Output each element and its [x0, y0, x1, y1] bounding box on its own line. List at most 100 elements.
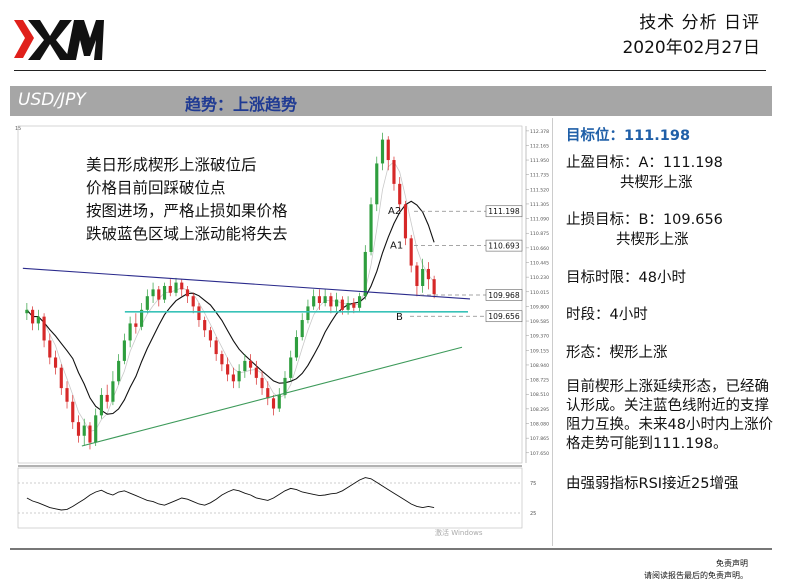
- candle: [357, 296, 362, 308]
- candle: [317, 296, 321, 304]
- y-tick-label: 109.800: [530, 304, 549, 310]
- report-title: 技术 分析 日评: [639, 13, 760, 33]
- candle: [65, 388, 69, 402]
- chart-divider: [552, 118, 553, 546]
- time-limit: 目标时限：48小时: [566, 270, 686, 286]
- candle: [432, 279, 436, 295]
- candle: [277, 394, 281, 409]
- candle: [375, 163, 379, 205]
- candle: [82, 425, 86, 436]
- candle: [323, 296, 327, 304]
- pattern: 形态：楔形上涨: [566, 345, 668, 361]
- y-tick-label: 110.015: [530, 290, 549, 296]
- chart-annotation-line: 美日形成楔形上涨破位后: [86, 156, 257, 174]
- stop-loss-note: 共楔形上涨: [616, 232, 689, 248]
- candle: [220, 354, 224, 365]
- rsi-tick-label: 75: [530, 481, 536, 487]
- candle: [266, 388, 270, 399]
- candle: [128, 323, 132, 341]
- candle: [36, 316, 40, 324]
- candle: [403, 204, 408, 239]
- candle: [191, 296, 195, 307]
- windows-watermark: 激活 Windows: [435, 528, 483, 537]
- candle: [111, 381, 115, 402]
- y-tick-label: 110.445: [530, 261, 549, 267]
- chart-annotation-line: 跌破蓝色区域上涨动能将失去: [86, 225, 288, 243]
- candle: [421, 268, 425, 286]
- chart-annotation-line: 价格目前回踩破位点: [86, 179, 226, 197]
- y-tick-label: 108.295: [530, 407, 549, 413]
- y-tick-label: 108.510: [530, 392, 549, 398]
- y-tick-label: 111.520: [530, 187, 549, 193]
- currency-pair: USD/JPY: [18, 90, 86, 110]
- candle: [99, 394, 104, 416]
- price-level-label: 109.656: [488, 312, 520, 321]
- y-tick-label: 111.735: [530, 173, 549, 179]
- candle: [369, 204, 373, 252]
- xm-logo: [14, 20, 104, 60]
- candle: [237, 371, 241, 382]
- take-profit: 止盈目标：A：111.198: [566, 155, 723, 171]
- chart-annotation-line: 按图进场，严格止损如果价格: [86, 202, 288, 220]
- analysis-text: 目前楔形上涨延续形态，已经确认形成。关注蓝色线附近的支撑阻力互换。未来48小时内…: [566, 379, 773, 452]
- candle: [392, 160, 396, 184]
- y-tick-label: 110.230: [530, 275, 549, 281]
- candle: [386, 139, 390, 161]
- y-tick-label: 107.865: [530, 436, 549, 442]
- candle: [168, 285, 172, 293]
- disclaimer-text: 请阅读报告最后的免责声明。: [644, 571, 748, 580]
- candle: [300, 320, 304, 338]
- candle: [76, 422, 81, 436]
- price-level-label: 110.693: [488, 242, 520, 251]
- candle: [174, 282, 178, 293]
- candle: [426, 268, 430, 280]
- candle: [185, 289, 190, 297]
- candle: [94, 415, 98, 443]
- footer-divider: [10, 548, 772, 550]
- price-level-label: 111.198: [488, 207, 520, 216]
- price-level-box: [485, 205, 523, 218]
- candle: [271, 398, 276, 409]
- price-level-label: 109.968: [488, 291, 520, 300]
- candle: [346, 303, 350, 310]
- candle: [48, 340, 52, 358]
- candle: [31, 309, 35, 324]
- candle: [289, 357, 293, 378]
- level-marker-b: B: [396, 312, 403, 323]
- candle: [140, 309, 144, 327]
- price-level-box: [485, 289, 523, 301]
- candle: [363, 251, 367, 297]
- candle: [283, 377, 287, 395]
- candle: [134, 323, 138, 327]
- rsi-line: [26, 477, 435, 511]
- candle: [145, 296, 149, 310]
- trend-label: 趋势：上涨趋势: [185, 95, 298, 114]
- candle: [260, 377, 264, 389]
- candle: [214, 340, 218, 355]
- header-divider: [14, 70, 766, 71]
- y-tick-label: 112.378: [530, 129, 549, 135]
- candle: [162, 285, 167, 300]
- candle: [243, 360, 247, 372]
- candle: [294, 337, 299, 358]
- candle: [329, 296, 333, 307]
- candle: [231, 374, 235, 382]
- y-tick-label: 107.650: [530, 451, 549, 457]
- candle: [157, 289, 161, 300]
- rsi-tick-label: 25: [530, 511, 536, 517]
- candle: [71, 401, 75, 423]
- candle: [151, 289, 155, 297]
- candle: [409, 238, 413, 266]
- candle: [226, 364, 230, 375]
- y-tick-label: 111.305: [530, 202, 549, 208]
- price-chart: 15 112.378112.165111.950111.735111.52011…: [10, 118, 552, 546]
- target-price: 目标位：111.198: [566, 128, 691, 144]
- candle: [248, 360, 253, 368]
- period: 时段：4小时: [566, 307, 648, 323]
- candle: [105, 394, 109, 402]
- rsi-note: 由强弱指标RSI接近25增强: [566, 476, 739, 492]
- report-date: 2020年02月27日: [622, 38, 760, 58]
- candle: [197, 306, 201, 321]
- level-marker-a1: A1: [390, 241, 403, 252]
- y-tick-label: 110.660: [530, 246, 549, 252]
